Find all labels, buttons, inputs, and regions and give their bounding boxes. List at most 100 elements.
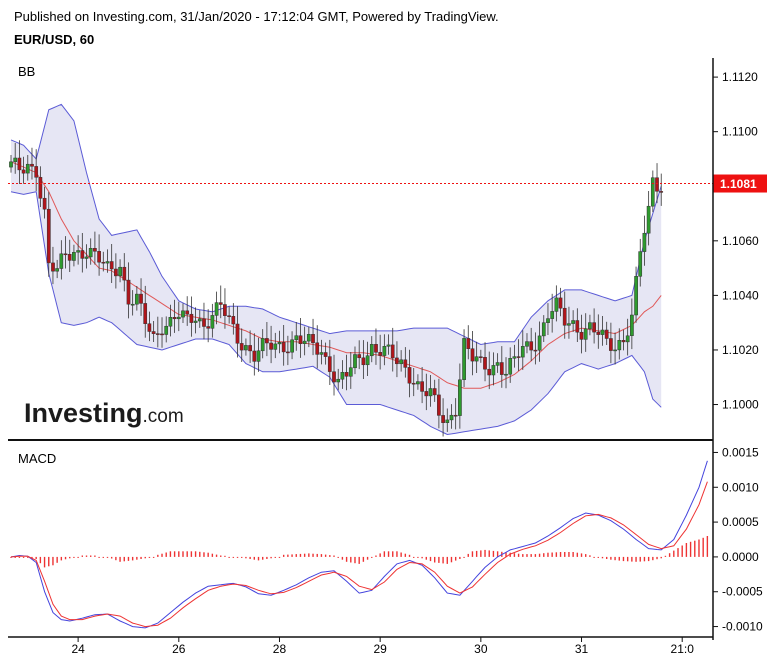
- price-tick-label: 1.1120: [722, 70, 758, 84]
- candle-up: [176, 316, 181, 320]
- candle-up: [617, 340, 622, 351]
- candle-down: [143, 303, 148, 324]
- candle-down: [17, 157, 22, 171]
- candle-down: [67, 254, 72, 261]
- candle-down: [93, 248, 97, 252]
- time-tick-label: 29: [373, 642, 387, 656]
- candle-down: [223, 304, 227, 316]
- candle-down: [499, 362, 504, 375]
- candle-up: [88, 248, 93, 258]
- candle-down: [357, 354, 362, 359]
- candle-down: [478, 356, 483, 358]
- candle-up: [72, 252, 76, 261]
- candle-up: [638, 251, 643, 277]
- candle-up: [353, 354, 357, 369]
- candle-down: [122, 266, 127, 281]
- candle-down: [147, 323, 152, 332]
- candle-up: [256, 350, 261, 362]
- candle-up: [458, 379, 462, 416]
- price-tick-label: 1.1040: [722, 288, 759, 302]
- candle-down: [592, 322, 596, 333]
- candle-up: [369, 344, 374, 357]
- candle-down: [185, 310, 190, 315]
- candle-down: [231, 316, 236, 325]
- candle-up: [302, 340, 307, 344]
- candle-up: [642, 232, 647, 252]
- macd-tick-label: 0.0005: [722, 515, 759, 529]
- candle-down: [46, 208, 51, 264]
- candle-down: [441, 415, 445, 423]
- candle-up: [520, 346, 525, 358]
- candle-up: [294, 335, 299, 341]
- candle-up: [135, 293, 139, 305]
- candle-down: [655, 177, 659, 192]
- candle-down: [80, 250, 85, 259]
- candle-down: [395, 357, 399, 365]
- candle-down: [248, 345, 252, 352]
- candle-down: [155, 333, 160, 335]
- candle-up: [25, 163, 30, 174]
- candle-down: [286, 351, 290, 354]
- candle-up: [59, 253, 64, 269]
- candle-up: [567, 323, 571, 326]
- candle-down: [659, 191, 664, 193]
- candle-down: [437, 394, 441, 416]
- candle-up: [340, 372, 345, 380]
- candle-up: [365, 355, 370, 366]
- candle-down: [323, 352, 328, 357]
- candle-up: [244, 345, 248, 351]
- candle-down: [218, 302, 223, 305]
- candle-down: [470, 348, 475, 362]
- candle-down: [621, 340, 626, 343]
- candle-up: [306, 334, 311, 342]
- candle-up: [583, 328, 588, 340]
- candle-up: [181, 310, 185, 318]
- candle-up: [197, 318, 202, 322]
- candle-down: [407, 367, 412, 384]
- candle-up: [462, 338, 466, 380]
- time-tick-label: 24: [71, 642, 85, 656]
- candle-down: [533, 349, 538, 352]
- candle-up: [348, 367, 353, 377]
- candle-up: [193, 320, 198, 323]
- candle-up: [118, 266, 122, 277]
- time-tick-label: 30: [474, 642, 488, 656]
- candle-up: [554, 297, 559, 312]
- time-axis: 24 26 28 29 30 31 21:0: [71, 637, 694, 656]
- logo-text: Investing.com: [24, 398, 184, 428]
- candle-up: [588, 322, 592, 330]
- candle-down: [109, 261, 114, 270]
- candle-down: [332, 371, 336, 383]
- time-tick-label: 28: [273, 642, 287, 656]
- candle-up: [650, 177, 655, 207]
- candle-up: [634, 276, 638, 316]
- candle-down: [21, 169, 26, 174]
- macd-tick-label: -0.0005: [722, 585, 763, 599]
- macd-line: [10, 460, 708, 629]
- candle-down: [265, 338, 269, 344]
- candle-up: [495, 362, 500, 366]
- price-y-axis: 1.11201.11001.10801.10601.10401.10201.10…: [713, 70, 759, 412]
- price-tick-label: 1.1100: [722, 125, 758, 139]
- signal-line: [10, 481, 708, 628]
- candle-down: [609, 338, 613, 351]
- bb-band-fill: [11, 104, 662, 435]
- candle-up: [399, 359, 403, 365]
- candle-down: [269, 342, 273, 350]
- candle-up: [84, 256, 89, 259]
- candle-up: [449, 414, 454, 421]
- logo-suffix: .com: [143, 406, 184, 427]
- candle-down: [311, 334, 315, 344]
- candle-down: [101, 261, 106, 264]
- candle-down: [34, 166, 39, 178]
- macd-tick-label: 0.0015: [722, 445, 759, 459]
- candle-down: [139, 293, 143, 304]
- macd-tick-label: -0.0010: [722, 620, 763, 634]
- candle-down: [30, 163, 34, 167]
- candle-down: [114, 268, 118, 277]
- candle-down: [596, 331, 601, 335]
- candle-up: [571, 320, 575, 324]
- candle-down: [390, 344, 395, 359]
- candle-up: [130, 303, 135, 306]
- macd-tick-label: 0.0000: [722, 550, 759, 564]
